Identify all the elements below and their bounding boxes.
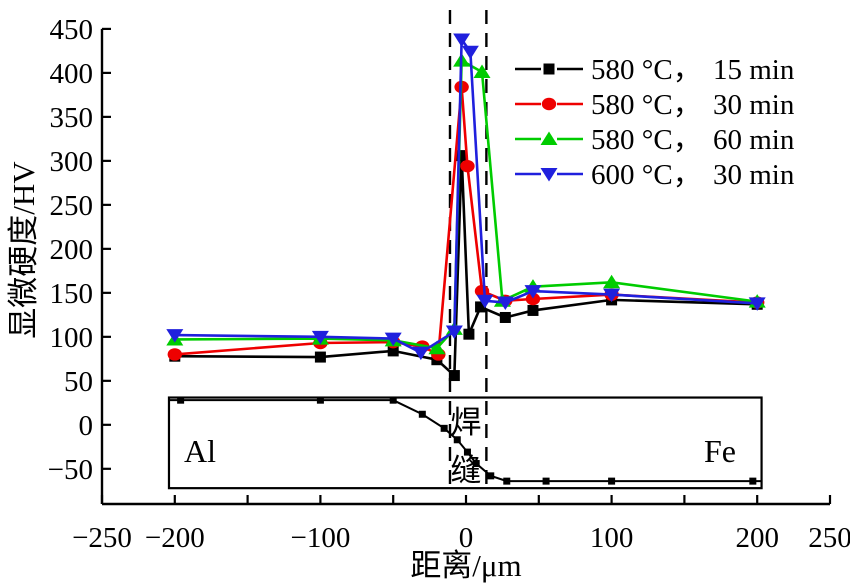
series-3-marker <box>748 297 766 311</box>
series-3-marker <box>384 332 402 347</box>
legend-marker-triangle-up <box>540 131 558 145</box>
series-2-marker <box>473 64 491 79</box>
inset-box <box>167 396 763 490</box>
series-3-marker <box>603 288 621 303</box>
series-2-marker <box>428 340 446 355</box>
y-tick-label: 0 <box>79 410 94 442</box>
x-tick-label: −200 <box>145 522 205 554</box>
series-0-marker <box>475 301 487 313</box>
y-tick-label: 50 <box>64 366 93 398</box>
y-tick-label: 400 <box>50 58 94 90</box>
inset-profile-marker <box>316 396 324 404</box>
inset-profile-marker <box>453 436 461 444</box>
y-tick-label: 300 <box>50 146 94 178</box>
y-tick-label: 200 <box>50 234 94 266</box>
x-tick-label: −250 <box>72 522 132 554</box>
series-3-marker <box>476 294 494 309</box>
series-1-marker <box>460 159 475 173</box>
x-tick-label: −100 <box>290 522 350 554</box>
weld-seam-label-char-1: 缝 <box>451 453 482 488</box>
inset-profile-marker <box>389 396 397 404</box>
legend-marker-square <box>543 63 555 75</box>
series-3-marker <box>445 325 463 340</box>
inset-profile-marker <box>177 396 185 404</box>
inset-profile-marker <box>749 477 757 485</box>
y-tick-label: 250 <box>50 190 94 222</box>
weld-seam-label-char-0: 焊 <box>451 405 482 440</box>
legend-label-time-0: 15 min <box>713 54 795 86</box>
series-3-marker <box>453 33 471 47</box>
inset-profile-marker <box>608 477 616 485</box>
series-3-marker <box>311 330 329 345</box>
legend-marker-triangle-down <box>540 168 558 182</box>
series-2-marker <box>603 274 621 289</box>
series-0-marker <box>499 311 511 323</box>
series-3-marker <box>412 346 430 361</box>
y-tick-label: 100 <box>50 322 94 354</box>
x-tick-label: 200 <box>735 522 779 554</box>
legend-label-time-1: 30 min <box>713 89 795 121</box>
inset-profile-marker <box>542 477 550 485</box>
x-axis-title: 距离/μm <box>410 548 521 583</box>
inset-profile-marker <box>487 472 495 480</box>
series-1-marker <box>167 348 182 361</box>
x-tick-label: 100 <box>590 522 634 554</box>
legend-label-time-3: 30 min <box>713 159 795 191</box>
inset-profile-marker <box>463 448 471 456</box>
legend-label-time-2: 60 min <box>713 124 795 156</box>
legend-label-temp-1: 580 °C， <box>591 89 702 121</box>
series-0-marker <box>456 150 468 162</box>
series-3-marker <box>461 45 479 60</box>
inset-profile-marker <box>418 410 426 418</box>
series-line-0 <box>174 155 758 379</box>
series-0-marker <box>314 351 326 363</box>
inset-profile-marker <box>472 460 480 468</box>
inset-right-material-label: Fe <box>704 433 736 469</box>
series-3-marker <box>496 296 514 311</box>
y-axis-title: 显微硬度/HV <box>6 161 41 339</box>
x-tick-label: 250 <box>808 522 850 554</box>
series-3-marker <box>166 329 184 343</box>
series-0-marker <box>463 328 475 340</box>
legend-marker-circle <box>541 97 557 111</box>
series-1-marker <box>525 292 541 306</box>
series-0-marker <box>527 304 539 316</box>
legend-label-temp-2: 580 °C， <box>591 124 702 156</box>
inset-left-material-label: Al <box>184 433 216 469</box>
y-tick-label: 450 <box>50 14 94 46</box>
y-tick-label: 350 <box>50 102 94 134</box>
y-tick-label: 150 <box>50 278 94 310</box>
y-tick-label: −50 <box>48 454 93 486</box>
legend-label-temp-0: 580 °C， <box>591 54 702 86</box>
series-3-marker <box>524 285 542 299</box>
x-tick-label: 0 <box>459 522 474 554</box>
series-line-1 <box>174 86 758 357</box>
series-0-marker <box>448 370 460 382</box>
inset-profile-marker <box>503 477 511 485</box>
legend-label-temp-3: 600 °C， <box>591 159 702 191</box>
series-line-3 <box>174 35 758 355</box>
inset-profile-marker <box>440 424 448 432</box>
series-0-marker <box>387 345 399 357</box>
